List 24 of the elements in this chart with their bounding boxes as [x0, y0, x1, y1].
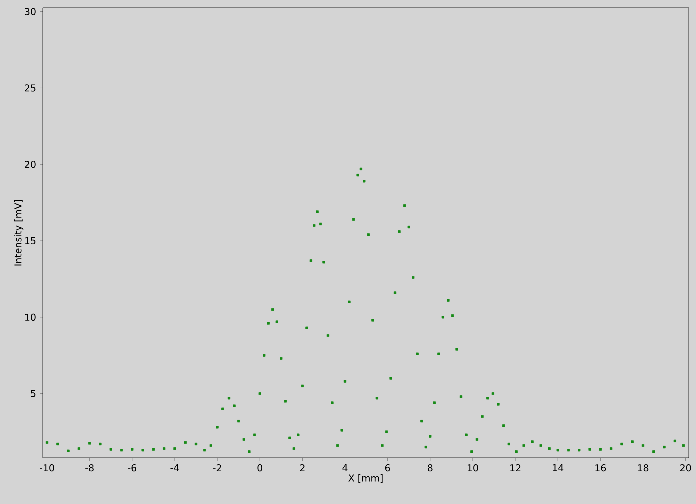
x-tick-label: 2: [300, 464, 305, 472]
x-tick-label: 4: [342, 464, 348, 472]
x-tick-label: 10: [468, 464, 478, 472]
x-tick-label: 12: [510, 464, 521, 472]
y-tick-label: 30: [25, 8, 36, 16]
y-tick-label: 5: [31, 390, 36, 398]
x-tick-label: 16: [596, 464, 606, 472]
y-tick-label: 15: [25, 237, 36, 245]
x-tick-label: 0: [258, 464, 262, 472]
x-tick-label: -2: [213, 464, 222, 472]
x-tick-label: 8: [428, 464, 433, 472]
x-tick-label: 18: [638, 464, 649, 472]
x-tick-label: -8: [86, 464, 94, 472]
y-axis-title: Intensity [mV]: [14, 200, 24, 266]
y-tick-label: 25: [25, 84, 36, 92]
x-tick-label: -6: [128, 464, 137, 472]
x-tick-label: -10: [40, 464, 54, 472]
x-tick-label: 14: [553, 464, 564, 472]
y-tick-label: 10: [25, 314, 36, 322]
x-tick-label: -4: [170, 464, 180, 472]
x-axis-title: X [mm]: [348, 474, 383, 483]
x-tick-label: 20: [680, 464, 692, 472]
y-tick-label: 20: [25, 161, 36, 168]
x-tick-label: 6: [385, 464, 390, 472]
